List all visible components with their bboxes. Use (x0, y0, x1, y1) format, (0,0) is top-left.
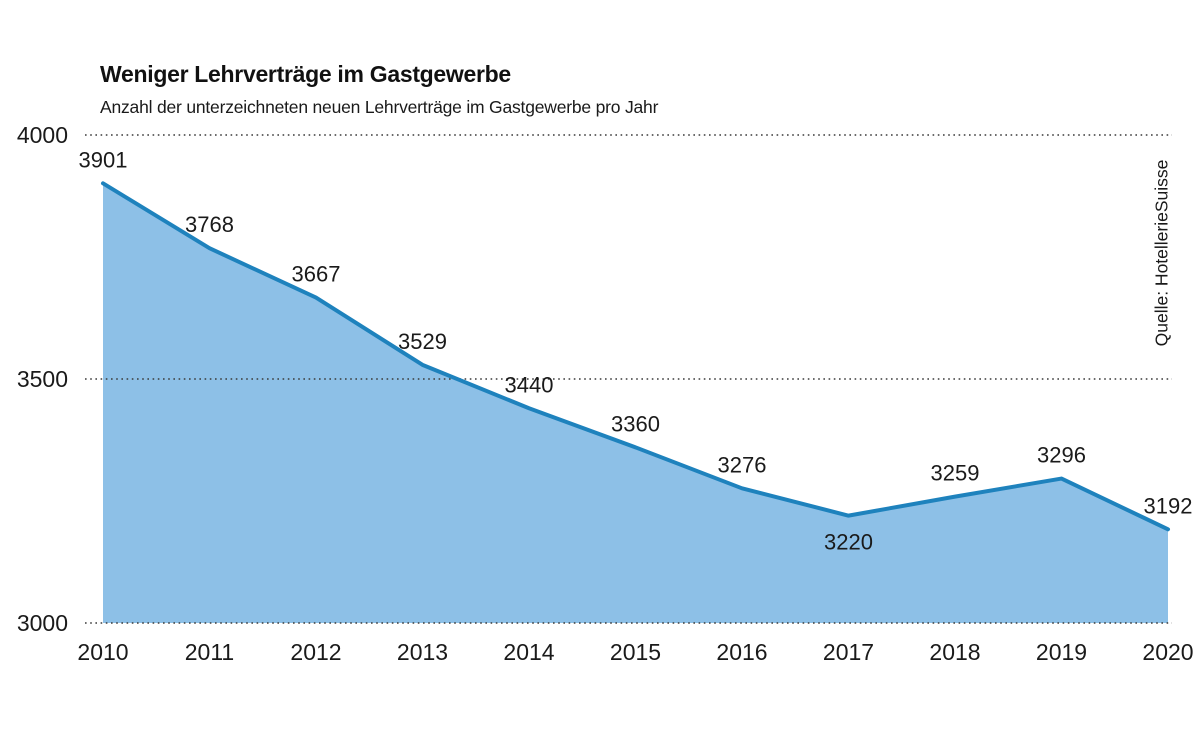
x-tick-label: 2015 (610, 639, 661, 665)
value-label: 3901 (79, 147, 128, 172)
value-label: 3529 (398, 329, 447, 354)
x-tick-label: 2012 (290, 639, 341, 665)
y-tick-label: 4000 (17, 122, 68, 148)
area-fill (103, 183, 1168, 623)
value-label: 3440 (505, 372, 554, 397)
value-label: 3259 (931, 461, 980, 486)
value-label: 3768 (185, 212, 234, 237)
value-label: 3220 (824, 530, 873, 555)
source-label: Quelle: HotellerieSuisse (1151, 159, 1172, 347)
chart-subtitle: Anzahl der unterzeichneten neuen Lehrver… (100, 97, 659, 117)
value-label: 3360 (611, 411, 660, 436)
value-label: 3192 (1144, 493, 1193, 518)
value-label: 3276 (718, 452, 767, 477)
trend-line (101, 181, 1170, 532)
chart-title: Weniger Lehrverträge im Gastgewerbe (100, 61, 511, 87)
x-tick-label: 2017 (823, 639, 874, 665)
x-tick-label: 2019 (1036, 639, 1087, 665)
x-tick-label: 2014 (503, 639, 554, 665)
value-label: 3667 (292, 262, 341, 287)
x-tick-label: 2011 (185, 639, 234, 665)
x-tick-label: 2010 (77, 639, 128, 665)
y-tick-label: 3500 (17, 366, 68, 392)
y-tick-label: 3000 (17, 610, 68, 636)
x-tick-label: 2013 (397, 639, 448, 665)
value-label: 3296 (1037, 443, 1086, 468)
x-tick-label: 2020 (1142, 639, 1193, 665)
x-tick-label: 2018 (929, 639, 980, 665)
x-tick-label: 2016 (716, 639, 767, 665)
